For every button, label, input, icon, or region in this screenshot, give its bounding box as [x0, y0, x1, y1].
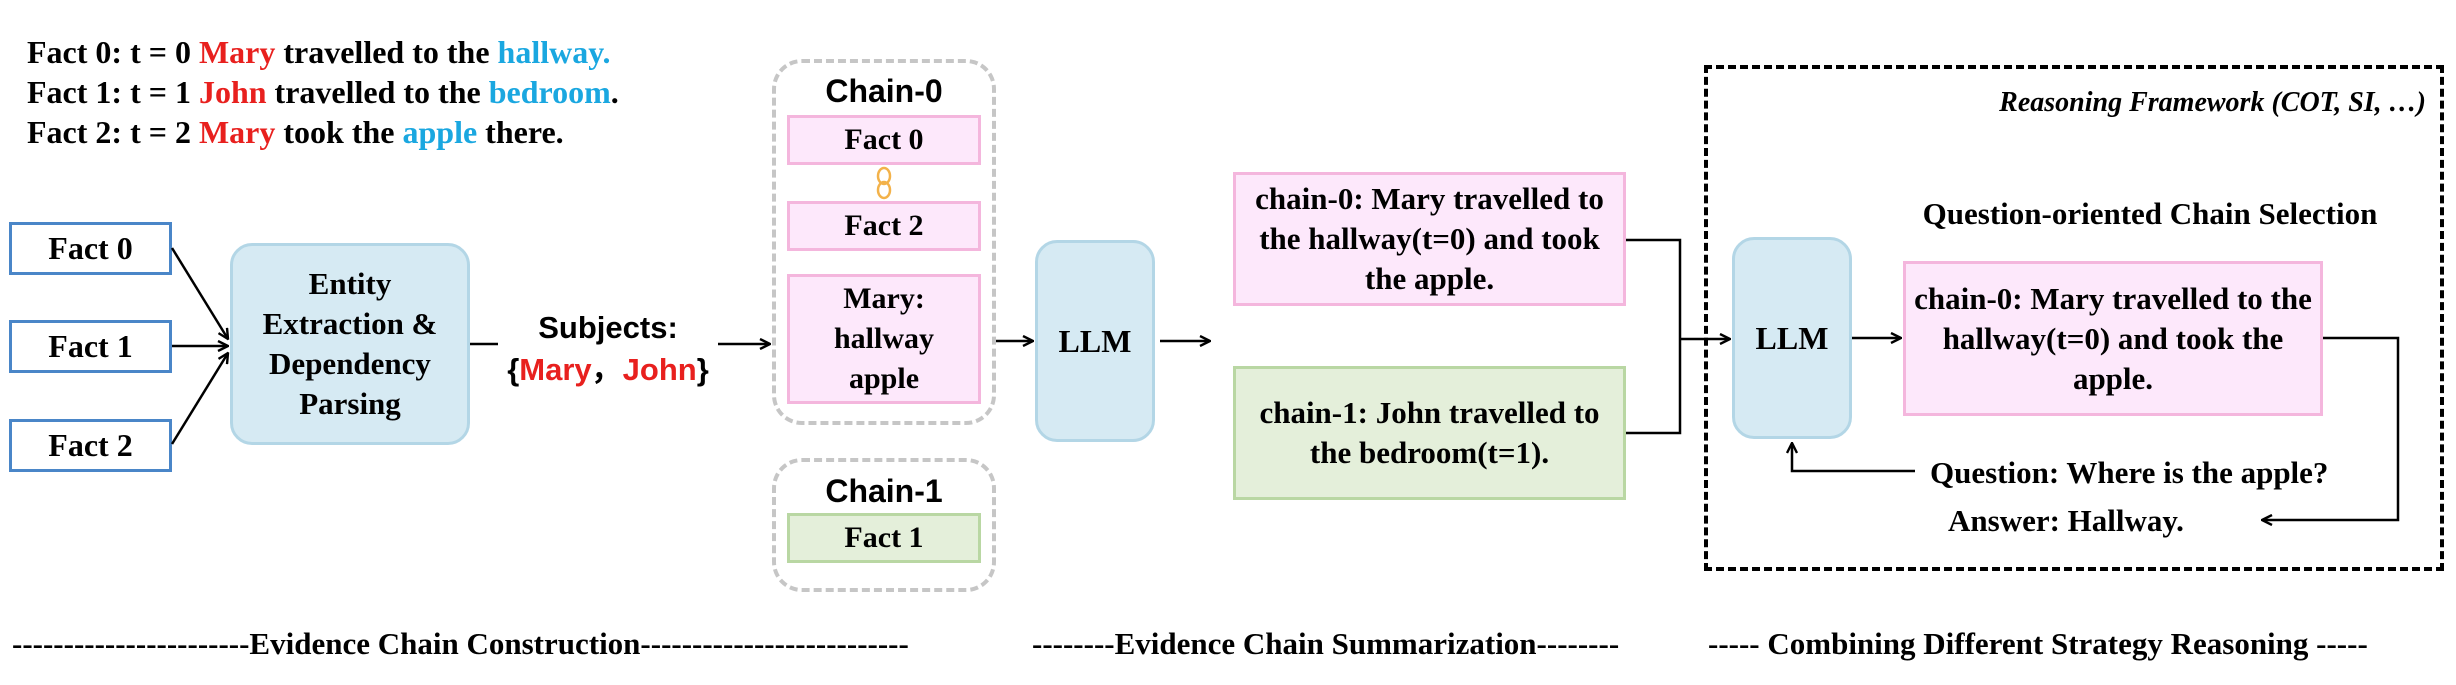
chain-0-fact-0: Fact 0	[787, 115, 981, 165]
chain-link-icon	[876, 166, 892, 200]
entity-john: John	[198, 74, 267, 110]
summary-chain-1: chain-1: John travelled to the bedroom(t…	[1233, 366, 1626, 500]
entity-hallway: hallway	[497, 34, 603, 70]
input-fact-2: Fact 2	[9, 419, 172, 472]
answer-text: Answer: Hallway.	[1948, 503, 2184, 538]
fact-line-1: Fact 1: t = 1 John travelled to the bedr…	[27, 74, 619, 110]
reasoning-framework-title: Reasoning Framework (COT, SI, …)	[1999, 87, 2426, 118]
entity-mary: Mary	[198, 34, 276, 70]
arrow-fact2-to-extraction	[170, 353, 228, 445]
chain-selection-title: Question-oriented Chain Selection	[1922, 196, 2378, 231]
chain-1-title: Chain-1	[825, 473, 943, 509]
input-fact-1: Fact 1	[9, 320, 172, 373]
question-text: Question: Where is the apple?	[1930, 455, 2329, 490]
chain-0-fact-2: Fact 2	[787, 201, 981, 251]
arrow-selected-to-answer	[2262, 336, 2400, 520]
llm-reasoner-box: LLM	[1732, 237, 1852, 439]
footer-construction: -----------------------Evidence Chain Co…	[12, 626, 909, 661]
fact-line-0: Fact 0: t = 0 Mary travelled to the hall…	[27, 34, 611, 70]
footer-summarization: --------Evidence Chain Summarization----…	[1032, 626, 1620, 661]
entity-apple: apple	[402, 114, 478, 150]
llm-summarizer-box: LLM	[1035, 240, 1155, 442]
summary-chain-0: chain-0: Mary travelled to the hallway(t…	[1233, 172, 1626, 306]
subjects-list: {Mary，John}	[507, 352, 709, 387]
reasoning-framework-container	[1704, 65, 2444, 571]
line-summary1-to-merge	[1626, 339, 1682, 435]
input-fact-0: Fact 0	[9, 222, 172, 275]
line-summary0-to-merge	[1626, 238, 1682, 339]
chain-0-title: Chain-0	[825, 73, 943, 109]
selected-chain-0: chain-0: Mary travelled to the hallway(t…	[1903, 261, 2323, 416]
chain-1-fact-1: Fact 1	[787, 513, 981, 563]
footer-combining: ----- Combining Different Strategy Reaso…	[1708, 626, 2368, 661]
fact-line-2: Fact 2: t = 2 Mary took the apple there.	[27, 114, 564, 150]
subjects-label: Subjects:	[538, 310, 678, 345]
entity-extraction-box: Entity Extraction & Dependency Parsing	[230, 243, 470, 445]
chain-0-entities: Mary: hallway apple	[787, 274, 981, 404]
arrow-fact0-to-extraction	[170, 247, 228, 339]
arrow-question-to-llm	[1792, 443, 1915, 473]
chain-1-container	[772, 458, 996, 592]
chain-0-container	[772, 59, 996, 425]
entity-mary: Mary	[198, 114, 276, 150]
entity-bedroom: bedroom	[488, 74, 611, 110]
